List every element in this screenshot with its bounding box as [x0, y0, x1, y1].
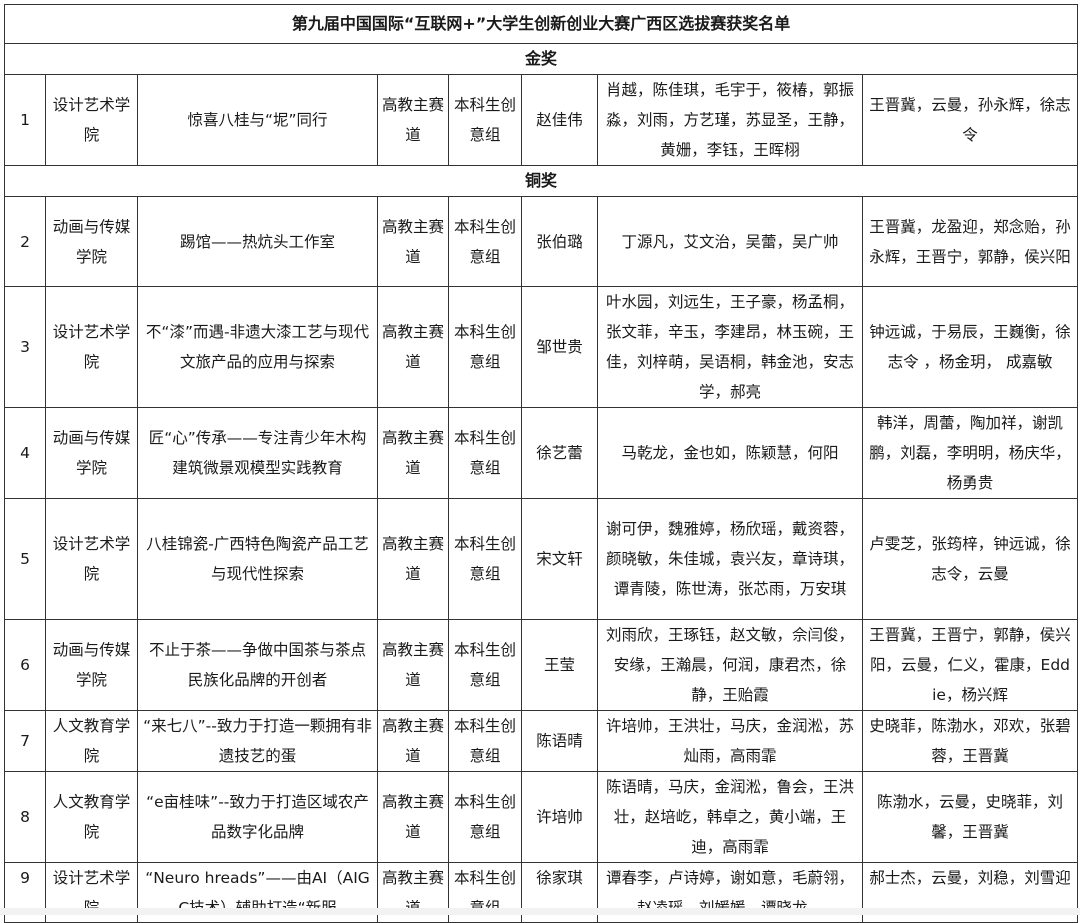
section-header: 金奖 [3, 43, 1079, 75]
cell-project: 八桂锦瓷-广西特色陶瓷产品工艺与现代性探索 [137, 498, 378, 620]
section-label: 铜奖 [3, 165, 1079, 197]
cell-track: 高教主赛道 [377, 771, 449, 863]
table-row: 5 设计艺术学院 八桂锦瓷-广西特色陶瓷产品工艺与现代性探索 高教主赛道 本科生创意组宋… [4, 498, 1079, 620]
cell-group: 本科生创意组 [448, 710, 522, 772]
cell-college: 设计艺术学院 [45, 286, 138, 408]
cell-members: 陈语晴，马庆，金润淞，鲁会，王洪壮，赵培屹，韩卓之，黄小端，王迪，高雨霏 [597, 771, 863, 863]
cell-project: “e亩桂味”--致力于打造区域农产品数字化品牌 [137, 771, 378, 863]
cell-members: 刘雨欣，王琢钰，赵文敏，佘闫俊，安缘，王瀚晨，何润，康君杰，徐静，王贻霞 [597, 619, 863, 711]
cell-no: 4 [4, 407, 46, 499]
cell-project: 惊喜八桂与“坭”同行 [137, 74, 378, 166]
page-bottom-edge [0, 908, 1080, 915]
cell-project: 踢馆——热炕头工作室 [137, 196, 378, 287]
cell-track: 高教主赛道 [377, 407, 449, 499]
table-row: 2 动画与传媒学院 踢馆——热炕头工作室 高教主赛道 本科生创意组 张伯璐 丁源凡，艾文治，… [4, 196, 1079, 287]
cell-members: 马乾龙，金也如，陈颖慧，何阳 [597, 407, 863, 499]
table-row: 6 动画与传媒学院 不止于茶——争做中国茶与茶点民族化品牌的开创者 高教主赛道 本科生创… [4, 619, 1079, 711]
cell-track: 高教主赛道 [377, 74, 449, 166]
cell-project: “来七八”--致力于打造一颗拥有非遗技艺的蛋 [137, 710, 378, 772]
cell-leader: 赵佳伟 [521, 74, 598, 166]
cell-college: 动画与传媒学院 [45, 619, 138, 711]
cell-leader: 陈语晴 [521, 710, 598, 772]
cell-mentors: 卢雯芝，张筠梓，钟远诚，徐志令，云曼 [861, 498, 1079, 620]
section-label: 金奖 [3, 43, 1079, 75]
cell-mentors: 王晋冀，龙盈迎，郑念贻，孙永辉，王晋宁，郭静，侯兴阳 [861, 196, 1079, 287]
table-row: 7 人文教育学院 “来七八”--致力于打造一颗拥有非遗技艺的蛋 高教主赛道 本科生创意组… [4, 710, 1079, 772]
cell-leader: 宋文轩 [521, 498, 598, 620]
cell-track: 高教主赛道 [377, 196, 449, 287]
cell-mentors: 王晋冀，王晋宁，郭静，侯兴阳，云曼，仁义，霍康，Eddie，杨兴辉 [861, 619, 1079, 711]
cell-group: 本科生创意组 [448, 498, 522, 620]
cell-project: 匠“心”传承——专注青少年木构建筑微景观模型实践教育 [137, 407, 378, 499]
cell-no: 1 [4, 74, 46, 166]
leader-text: 徐家琪 [536, 869, 583, 887]
cell-members: 谢可伊，魏雅婷，杨欣瑶，戴资蓉，颜晓敏，朱佳城，袁兴友，章诗琪，谭青陵，陈世涛，… [597, 498, 863, 620]
table-title: 第九届中国国际“互联网+”大学生创新创业大赛广西区选拔赛获奖名单 [3, 4, 1079, 44]
table-row: 1 设计艺术学院 惊喜八桂与“坭”同行 高教主赛道 本科生创意组 赵佳伟 肖越，陈佳琪，毛宇… [4, 74, 1079, 166]
cell-no: 3 [4, 286, 46, 408]
table-row: 3 设计艺术学院 不“漆”而遇-非遗大漆工艺与现代文旅产品的应用与探索 高教主赛道 本科… [4, 286, 1079, 408]
cell-leader: 邹世贵 [521, 286, 598, 408]
no-text: 9 [20, 869, 30, 887]
cell-group: 本科生创意组 [448, 407, 522, 499]
cell-group: 本科生创意组 [448, 771, 522, 863]
cell-leader: 许培帅 [521, 771, 598, 863]
cell-group: 本科生创意组 [448, 74, 522, 166]
cell-college: 动画与传媒学院 [45, 196, 138, 287]
cell-no: 6 [4, 619, 46, 711]
cell-members: 肖越，陈佳琪，毛宇于，筱椿，郭振淼，刘雨，方艺瑾，苏显圣，王静，黄姗，李钰，王晖… [597, 74, 863, 166]
cell-group: 本科生创意组 [448, 619, 522, 711]
cell-group: 本科生创意组 [448, 196, 522, 287]
cell-mentors: 史晓菲，陈渤水，邓欢，张碧蓉，王晋冀 [861, 710, 1079, 772]
cell-members: 丁源凡，艾文治，吴蕾，吴广帅 [597, 196, 863, 287]
table-row: 4 动画与传媒学院 匠“心”传承——专注青少年木构建筑微景观模型实践教育 高教主赛道本… [4, 407, 1079, 499]
cell-track: 高教主赛道 [377, 286, 449, 408]
cell-no: 2 [4, 196, 46, 287]
cell-leader: 张伯璐 [521, 196, 598, 287]
cell-no: 5 [4, 498, 46, 620]
cell-track: 高教主赛道 [377, 710, 449, 772]
award-table: 第九届中国国际“互联网+”大学生创新创业大赛广西区选拔赛获奖名单 金奖 1 设计艺术… [3, 4, 1079, 923]
cell-group: 本科生创意组 [448, 286, 522, 408]
cell-project: 不止于茶——争做中国茶与茶点民族化品牌的开创者 [137, 619, 378, 711]
table-row: 8 人文教育学院 “e亩桂味”--致力于打造区域农产品数字化品牌 高教主赛道 本科生创意… [4, 771, 1079, 863]
cell-college: 人文教育学院 [45, 771, 138, 863]
cell-mentors: 钟远诚，于易辰，王巍衡，徐志令 ，杨金玥， 成嘉敏 [861, 286, 1079, 408]
cell-mentors: 王晋冀，云曼，孙永辉，徐志令 [861, 74, 1079, 166]
cell-track: 高教主赛道 [377, 619, 449, 711]
cell-mentors: 韩洋，周蕾，陶加祥，谢凯鹏，刘磊，李明明，杨庆华，杨勇贵 [861, 407, 1079, 499]
cell-members: 叶水园，刘远生，王子豪，杨孟桐，张文菲，辛玉，李建昂，林玉碗，王佳，刘梓萌，吴语… [597, 286, 863, 408]
cell-members: 许培帅，王洪壮，马庆，金润淞，苏灿雨，高雨霏 [597, 710, 863, 772]
cell-project: 不“漆”而遇-非遗大漆工艺与现代文旅产品的应用与探索 [137, 286, 378, 408]
cell-college: 设计艺术学院 [45, 498, 138, 620]
table-row: 9设计艺术学院“Neuro hreads”——由AI（AIGC技术）辅助打造“新… [4, 862, 1079, 923]
cell-track: 高教主赛道 [377, 498, 449, 620]
cell-no: 7 [4, 710, 46, 772]
cell-college: 人文教育学院 [45, 710, 138, 772]
cell-leader: 徐艺蕾 [521, 407, 598, 499]
cell-no: 8 [4, 771, 46, 863]
cell-college: 设计艺术学院 [45, 74, 138, 166]
cell-college: 动画与传媒学院 [45, 407, 138, 499]
section-header: 铜奖 [3, 165, 1079, 197]
cell-leader: 王莹 [521, 619, 598, 711]
mentors-text: 郝士杰，云曼，刘稳，刘雪迎 [869, 869, 1071, 887]
cell-mentors: 陈渤水，云曼，史晓菲，刘馨，王晋冀 [861, 771, 1079, 863]
